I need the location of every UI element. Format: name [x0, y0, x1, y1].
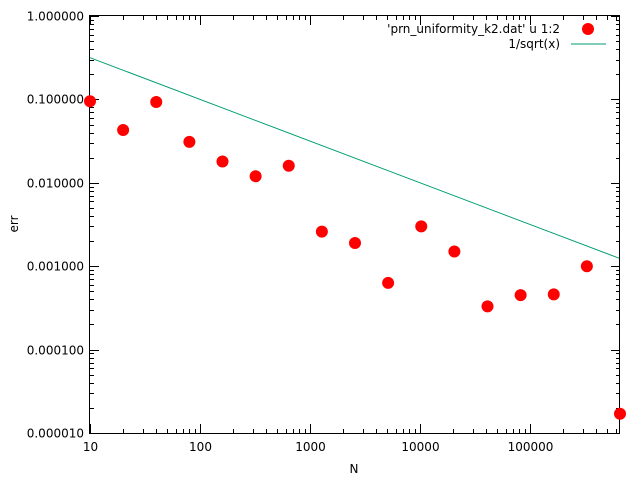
- data-point: [614, 407, 626, 420]
- y-tick-label: 1.000000: [27, 10, 84, 24]
- y-tick-label: 0.000010: [27, 427, 84, 441]
- data-point: [580, 260, 593, 273]
- x-tick-label: 100: [189, 440, 212, 454]
- point-layer: [84, 95, 626, 420]
- data-point: [84, 95, 96, 108]
- data-point: [117, 123, 130, 136]
- data-point: [183, 135, 196, 148]
- data-point: [349, 236, 361, 249]
- data-point: [216, 155, 229, 168]
- legend: 'prn_uniformity_k2.dat' u 1:2 1/sqrt(x): [387, 22, 606, 51]
- data-point: [150, 96, 163, 109]
- series-line-inv-sqrt: [89, 57, 621, 260]
- curve-layer: [89, 57, 621, 260]
- legend-label-line: 1/sqrt(x): [508, 37, 560, 51]
- legend-marker-points: [582, 23, 594, 35]
- y-tick-label: 0.001000: [27, 260, 84, 274]
- data-point: [481, 300, 494, 313]
- data-point: [547, 288, 560, 301]
- x-tick-label: 1000: [295, 440, 326, 454]
- y-axis-label: err: [7, 215, 21, 232]
- x-axis-label: N: [350, 462, 359, 476]
- y-tick-label: 0.010000: [27, 177, 84, 191]
- data-point: [415, 220, 428, 233]
- data-point: [382, 276, 395, 289]
- x-tick-label: 100000: [508, 440, 554, 454]
- data-point: [249, 170, 262, 183]
- y-tick-label: 0.100000: [27, 93, 84, 107]
- data-point: [315, 225, 328, 238]
- x-tick-label: 10: [83, 440, 98, 454]
- data-point: [514, 289, 527, 302]
- data-point: [282, 159, 295, 172]
- y-tick-label: 0.000100: [27, 344, 84, 358]
- plot-frame: [89, 15, 620, 434]
- data-point: [448, 245, 461, 258]
- x-tick-label: 10000: [401, 440, 439, 454]
- tick-layer: 1.000000 0.100000 0.010000 0.001000 0.000100…: [27, 10, 620, 454]
- legend-label-points: 'prn_uniformity_k2.dat' u 1:2: [387, 22, 560, 36]
